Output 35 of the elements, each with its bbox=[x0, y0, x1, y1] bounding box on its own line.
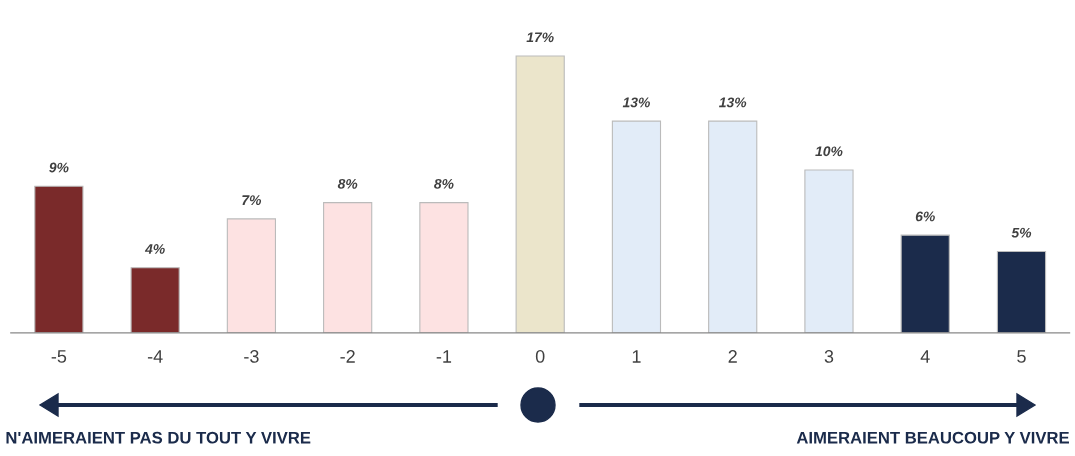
bar bbox=[226, 218, 277, 333]
bar bbox=[323, 202, 373, 333]
data-label: 17% bbox=[526, 32, 554, 43]
x-tick-label: -4 bbox=[147, 350, 163, 363]
data-label: 6% bbox=[915, 211, 935, 222]
bar bbox=[996, 250, 1047, 333]
data-label: 13% bbox=[719, 97, 747, 108]
bar bbox=[611, 120, 662, 333]
bar bbox=[708, 120, 758, 333]
bar bbox=[804, 169, 854, 333]
data-label: 4% bbox=[144, 244, 165, 254]
bar bbox=[900, 234, 950, 333]
bar bbox=[419, 202, 469, 333]
bar bbox=[130, 267, 180, 333]
data-label: 8% bbox=[434, 178, 454, 189]
x-tick-label: 3 bbox=[824, 350, 834, 363]
data-label: 9% bbox=[49, 162, 69, 173]
bar bbox=[34, 185, 84, 333]
x-tick-label: 0 bbox=[535, 350, 545, 363]
data-label: 5% bbox=[1011, 227, 1032, 238]
x-tick-label: 4 bbox=[920, 350, 930, 363]
data-label: 13% bbox=[622, 97, 650, 108]
data-label: 10% bbox=[815, 146, 843, 157]
data-label: 8% bbox=[337, 178, 358, 189]
text: AIMERAIENT BEAUCOUP Y VIVRE bbox=[796, 431, 1069, 444]
x-tick-label: 5 bbox=[1017, 350, 1026, 363]
bar bbox=[515, 55, 565, 333]
x-tick-label: 1 bbox=[632, 350, 641, 363]
x-tick-label: -1 bbox=[436, 350, 452, 363]
x-tick-label: -5 bbox=[51, 350, 67, 363]
data-label: 7% bbox=[242, 195, 262, 205]
x-tick-label: 2 bbox=[728, 350, 737, 363]
text: N'AIMERAIENT PAS DU TOUT Y VIVRE bbox=[6, 431, 311, 444]
x-tick-label: -2 bbox=[340, 350, 355, 363]
x-tick-label: -3 bbox=[244, 350, 259, 363]
